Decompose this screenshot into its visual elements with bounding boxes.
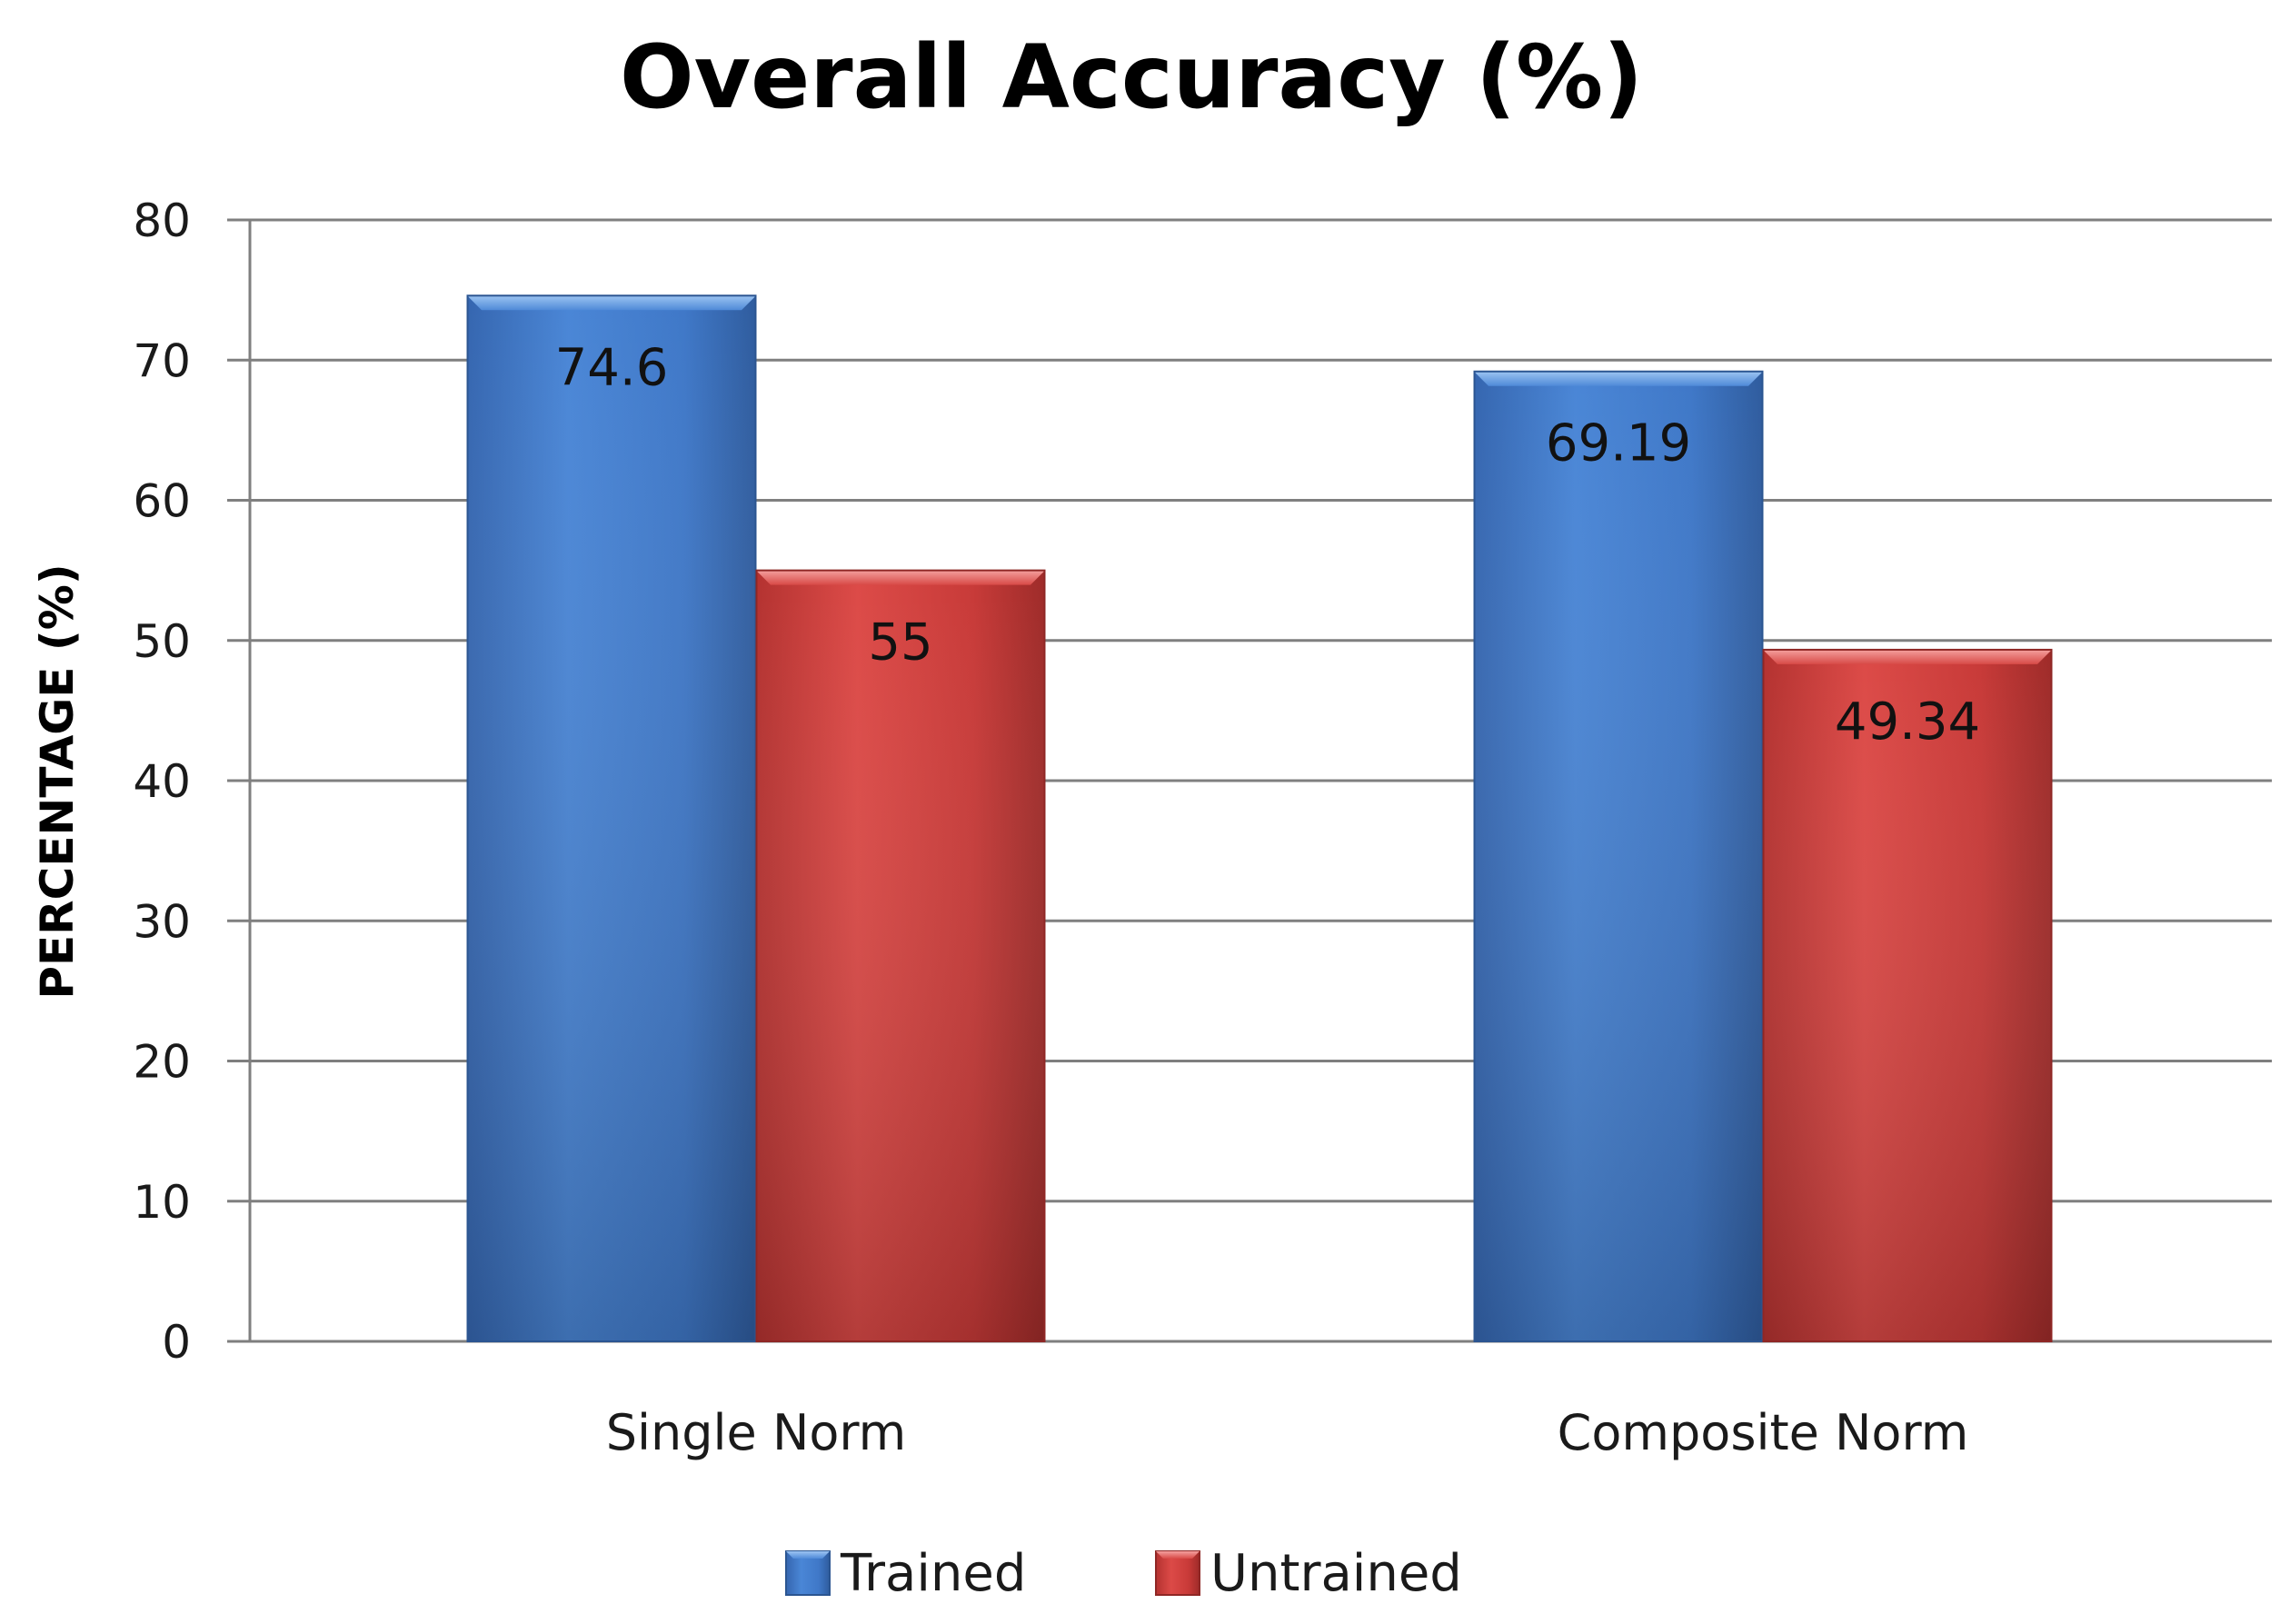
y-tick-label: 80	[133, 194, 191, 247]
legend-label: Trained	[840, 1544, 1026, 1603]
y-tick-label: 20	[133, 1036, 191, 1089]
data-label: 74.6	[555, 338, 669, 397]
x-axis-categories: Single Norm Composite Norm	[606, 1404, 1969, 1461]
legend-item-untrained: Untrained	[1155, 1544, 1462, 1603]
y-tick-label: 50	[133, 615, 191, 668]
y-tick-label: 40	[133, 755, 191, 808]
bar-shading	[756, 570, 1045, 1341]
bar-bevel	[467, 295, 756, 311]
x-category-label: Composite Norm	[1558, 1404, 1969, 1461]
bar-outline	[755, 569, 1046, 1342]
legend-label: Untrained	[1210, 1544, 1462, 1603]
data-label: 55	[868, 613, 932, 673]
bar-shading	[1763, 649, 2052, 1341]
y-tick-label: 60	[133, 475, 191, 528]
bar-shading	[467, 295, 756, 1341]
legend: Trained Untrained	[785, 1544, 1462, 1603]
y-tick-label: 70	[133, 334, 191, 387]
bar-bevel	[756, 570, 1045, 585]
chart-title: Overall Accuracy (%)	[620, 26, 1643, 128]
x-category-label: Single Norm	[606, 1404, 906, 1461]
data-label: 69.19	[1546, 414, 1691, 473]
bar-outline	[1762, 648, 2053, 1342]
legend-item-trained: Trained	[785, 1544, 1026, 1603]
bar-shading	[1474, 371, 1763, 1341]
y-axis-ticks: 0 10 20 30 40 50 60 70 80	[133, 194, 191, 1369]
y-tick-label: 10	[133, 1176, 191, 1229]
data-label: 49.34	[1835, 692, 1980, 752]
y-axis-label: PERCENTAGE (%)	[31, 563, 84, 999]
legend-swatch-bevel	[786, 1551, 830, 1559]
y-tick-label: 30	[133, 895, 191, 948]
bars: 74.6 55 69.19 49.34	[466, 294, 2053, 1342]
y-tick-label: 0	[162, 1316, 191, 1369]
bar-bevel	[1763, 649, 2052, 664]
bar-bevel	[1474, 371, 1763, 386]
legend-swatch-bevel	[1156, 1551, 1200, 1559]
